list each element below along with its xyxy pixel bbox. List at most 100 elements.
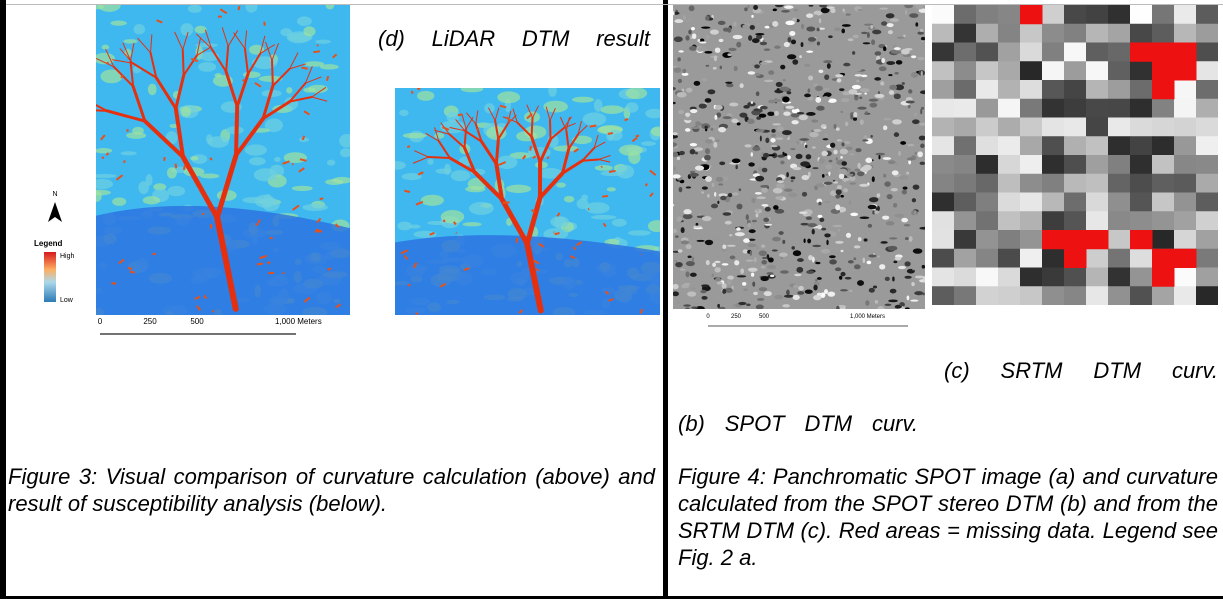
texture — [887, 23, 894, 27]
texture — [675, 262, 683, 267]
texture — [920, 144, 924, 149]
texture — [748, 244, 757, 248]
texture — [1174, 155, 1197, 174]
texture — [998, 193, 1021, 212]
texture — [1064, 24, 1087, 43]
texture — [976, 99, 999, 118]
texture — [899, 175, 909, 179]
texture — [1042, 230, 1065, 249]
texture — [824, 233, 830, 237]
texture — [833, 150, 837, 155]
texture — [1152, 230, 1175, 249]
texture — [327, 76, 328, 81]
texture — [702, 216, 712, 221]
texture — [761, 245, 765, 248]
texture — [726, 83, 734, 87]
texture — [829, 255, 836, 258]
texture — [700, 272, 704, 278]
texture — [756, 208, 759, 211]
texture — [743, 238, 750, 243]
texture — [717, 281, 723, 284]
texture — [1108, 118, 1131, 137]
texture — [920, 29, 924, 32]
texture — [717, 304, 720, 308]
texture — [188, 5, 202, 13]
texture — [727, 275, 734, 279]
left-border — [0, 0, 6, 599]
texture — [756, 196, 766, 199]
texture — [303, 87, 315, 92]
texture — [1152, 80, 1175, 99]
scale-label: 500 — [190, 317, 204, 326]
texture — [815, 279, 817, 282]
texture — [849, 182, 856, 184]
texture — [804, 239, 806, 243]
texture — [779, 87, 789, 92]
texture — [892, 119, 902, 124]
texture — [1130, 268, 1153, 287]
texture — [903, 35, 905, 37]
texture — [976, 174, 999, 193]
texture — [696, 223, 699, 226]
texture — [684, 19, 693, 22]
texture — [749, 229, 756, 233]
texture — [1152, 136, 1175, 155]
texture — [690, 149, 696, 154]
texture — [1086, 61, 1109, 80]
texture — [612, 219, 627, 227]
texture — [683, 214, 693, 219]
texture — [861, 32, 867, 34]
texture — [840, 195, 843, 198]
texture — [1064, 249, 1087, 268]
texture — [693, 226, 702, 228]
texture — [816, 106, 825, 111]
texture — [998, 174, 1021, 193]
texture — [641, 141, 656, 146]
texture — [681, 227, 685, 233]
texture — [815, 86, 823, 91]
texture — [748, 268, 758, 272]
texture — [619, 145, 643, 156]
texture — [998, 136, 1021, 155]
texture — [781, 257, 783, 259]
texture — [800, 161, 810, 167]
texture — [687, 291, 696, 296]
texture — [1042, 286, 1065, 305]
texture — [1086, 268, 1109, 287]
texture — [879, 264, 885, 269]
texture — [883, 118, 891, 120]
texture — [891, 188, 898, 191]
texture — [764, 80, 774, 82]
texture — [824, 133, 828, 137]
texture — [932, 268, 955, 287]
texture — [722, 249, 727, 252]
texture — [1042, 268, 1065, 287]
texture — [727, 245, 736, 247]
texture — [909, 236, 913, 242]
texture — [892, 170, 899, 175]
texture — [1108, 5, 1131, 24]
texture — [894, 72, 898, 75]
texture — [783, 79, 786, 81]
texture — [249, 157, 266, 165]
texture — [1020, 230, 1043, 249]
texture — [1130, 43, 1153, 62]
texture — [683, 15, 686, 20]
texture — [787, 91, 792, 94]
texture — [793, 295, 800, 300]
texture — [469, 202, 494, 215]
texture — [796, 141, 798, 145]
texture — [893, 261, 897, 264]
texture — [712, 263, 716, 267]
texture — [718, 127, 726, 132]
texture — [148, 84, 157, 96]
texture — [830, 8, 835, 13]
texture — [915, 152, 917, 155]
texture — [110, 21, 126, 26]
texture — [684, 118, 692, 120]
texture — [682, 69, 686, 74]
texture — [784, 5, 793, 9]
texture — [695, 152, 698, 155]
texture — [870, 25, 873, 29]
texture — [591, 215, 617, 220]
